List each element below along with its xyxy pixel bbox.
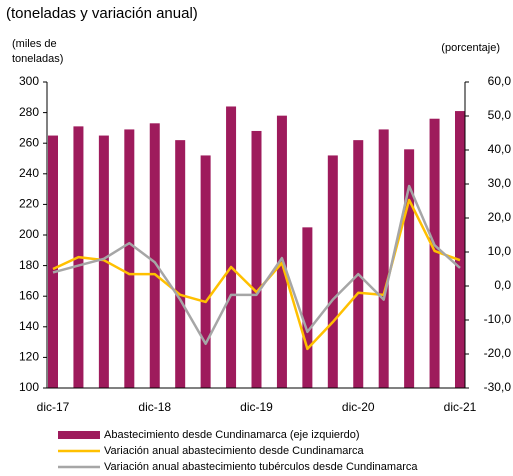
bar <box>378 129 389 388</box>
legend-swatch <box>58 431 100 439</box>
x-tick-label: dic-19 <box>240 400 273 414</box>
y-tick-label: 120 <box>19 350 39 364</box>
x-tick-label: dic-20 <box>342 400 375 414</box>
bar <box>200 155 211 388</box>
y2-tick-label: -20,0 <box>484 346 512 360</box>
y2-tick-label: 10,0 <box>488 244 512 258</box>
y2-tick-label: 30,0 <box>488 176 512 190</box>
y-tick-label: 200 <box>19 227 39 241</box>
bar <box>276 115 287 388</box>
y-tick-label: 260 <box>19 135 39 149</box>
bar <box>98 135 109 388</box>
bar <box>251 130 262 388</box>
bar <box>226 106 237 388</box>
bar <box>327 155 338 388</box>
line <box>52 184 461 346</box>
bar <box>149 123 160 388</box>
y-tick-label: 240 <box>19 166 39 180</box>
y2-tick-label: -30,0 <box>484 380 512 394</box>
y2-tick-label: 20,0 <box>488 210 512 224</box>
y-tick-label: 220 <box>19 197 39 211</box>
y2-tick-label: -10,0 <box>484 312 512 326</box>
bar <box>429 118 440 388</box>
y-tick-label: 160 <box>19 288 39 302</box>
y-tick-label: 100 <box>19 380 39 394</box>
bar <box>124 129 135 388</box>
y2-tick-label: 0,0 <box>494 278 511 292</box>
x-tick-label: dic-21 <box>444 400 477 414</box>
bar <box>48 135 58 388</box>
y-tick-label: 300 <box>19 74 39 88</box>
legend-label: Variación anual abastecimiento desde Cun… <box>104 445 365 457</box>
y2-tick-label: 60,0 <box>488 74 512 88</box>
bar <box>175 140 186 388</box>
x-tick-label: dic-17 <box>37 400 70 414</box>
chart-subtitle: (toneladas y variación anual) <box>6 5 198 22</box>
y-tick-label: 140 <box>19 319 39 333</box>
legend-label: Abastecimiento desde Cundinamarca (eje i… <box>104 429 360 441</box>
bar <box>404 149 415 388</box>
bar <box>455 111 465 388</box>
legend-label: Variación anual abastecimiento tubérculo… <box>104 461 418 473</box>
bar <box>302 227 313 388</box>
bar <box>353 140 364 388</box>
y2-tick-label: 50,0 <box>488 108 512 122</box>
y-tick-label: 180 <box>19 258 39 272</box>
x-tick-label: dic-18 <box>138 400 171 414</box>
y2-axis-label: (porcentaje) <box>441 42 500 54</box>
y-axis-label: (miles de toneladas) <box>12 38 64 65</box>
y2-tick-label: 40,0 <box>488 142 512 156</box>
y-tick-label: 280 <box>19 105 39 119</box>
